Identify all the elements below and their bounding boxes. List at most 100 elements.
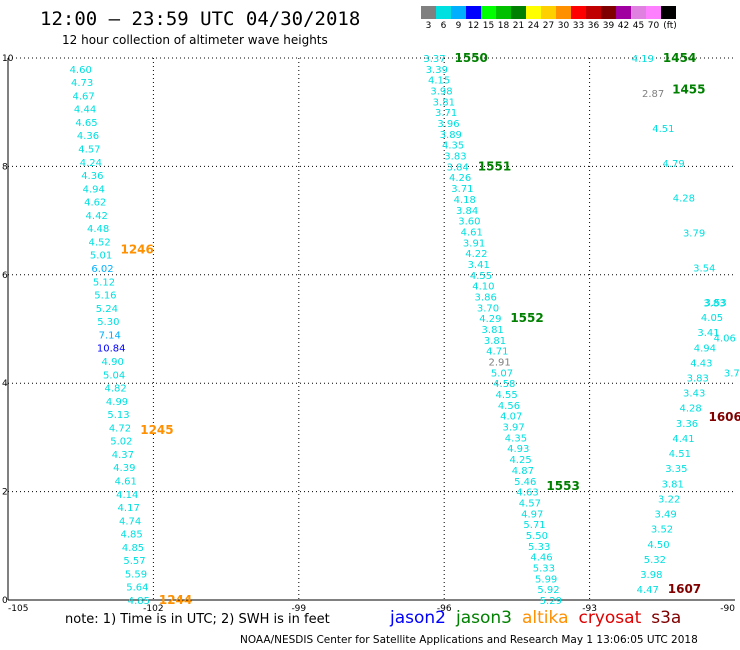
colorbar-tick-label: 18 [497,21,510,31]
colorbar-tick-label: 39 [602,21,615,31]
swh-value-label: 3.98 [430,87,452,98]
x-tick-label: -102 [143,604,163,614]
swh-value-label: 3.35 [665,464,687,475]
colorbar-tick-label: 3 [425,21,432,31]
pass-time-label: 1550 [455,51,488,65]
y-tick-label: 10 [2,54,14,64]
swh-value-label: 4.79 [662,159,684,170]
colorbar-tick-label: 45 [632,21,645,31]
colorbar-swatch [616,6,631,19]
x-tick-label: -90 [720,604,735,614]
colorbar-tick-label: 33 [572,21,585,31]
y-tick-label: 0 [2,596,8,606]
swh-value-label: 3.81 [484,336,506,347]
colorbar-swatch [466,6,481,19]
colorbar-swatch [481,6,496,19]
swh-value-label: 4.46 [530,553,552,564]
colorbar-tick-label: 15 [482,21,495,31]
swh-value-label: 3.96 [437,119,459,130]
satellite-legend-item: jason3 [456,608,512,628]
swh-value-label: 4.94 [694,343,716,354]
swh-value-label: 4.58 [493,379,515,390]
colorbar-swatch [571,6,586,19]
swh-value-label: 3.97 [502,423,524,434]
pass-time-label: 1454 [663,51,696,65]
swh-value-label: 5.46 [514,477,536,488]
swh-value-label: 4.19 [632,54,654,65]
swh-value-label: 3.81 [662,479,684,490]
swh-value-label: 3.75 [724,368,740,379]
swh-value-label: 3.53 [704,298,726,309]
swh-value-label: 7.14 [99,330,121,341]
swh-value-label: 3.60 [458,217,480,228]
swh-value-label: 5.92 [537,585,559,596]
swh-value-label: 4.24 [80,158,102,169]
y-tick-label: 8 [2,162,8,172]
swh-value-label: 4.05 [701,313,723,324]
swh-value-label: 2.87 [642,89,664,100]
swh-value-label: 4.94 [83,184,105,195]
swh-value-label: 3.79 [683,229,705,240]
swh-value-label: 5.01 [90,251,112,262]
swh-value-label: 3.81 [433,97,455,108]
swh-value-label: 4.39 [113,463,135,474]
swh-value-label: 4.41 [672,434,694,445]
satellite-legend-item: s3a [651,608,682,628]
swh-value-label: 3.52 [651,525,673,536]
satellite-legend-item: cryosat [578,608,642,628]
swh-value-label: 5.12 [93,277,115,288]
swh-value-label: 3.84 [447,162,469,173]
satellite-legend-item: altika [522,608,569,628]
swh-value-label: 4.61 [461,227,483,238]
swh-value-label: 4.52 [88,237,110,248]
swh-value-label: 4.57 [78,145,100,156]
y-tick-label: 2 [2,488,8,498]
swh-value-label: 4.67 [72,91,94,102]
swh-value-label: 3.43 [683,389,705,400]
satellite-legend: jason2 jason3 altika cryosat s3a [390,608,691,628]
pass-time-label: 1606 [708,410,740,424]
swh-value-label: 4.85 [128,596,150,607]
swh-value-label: 4.42 [86,211,108,222]
swh-value-label: 5.33 [533,563,555,574]
x-tick-label: -105 [8,604,28,614]
x-tick-label: -96 [437,604,452,614]
swh-value-label: 3.36 [676,419,698,430]
colorbar-swatch [496,6,511,19]
swh-value-label: 4.29 [479,314,501,325]
swh-value-label: 4.48 [87,224,109,235]
swh-value-label: 5.07 [491,368,513,379]
swh-value-label: 4.51 [669,449,691,460]
colorbar [421,6,676,19]
swh-value-label: 4.62 [84,198,106,209]
swh-value-label: 5.99 [535,574,557,585]
swh-value-label: 4.44 [74,105,96,116]
swh-value-label: 4.37 [112,450,134,461]
swh-value-label: 5.02 [110,437,132,448]
swh-value-label: 3.83 [703,299,725,310]
satellite-legend-item: jason2 [390,608,446,628]
colorbar-tick-label: 30 [557,21,570,31]
x-tick-label: -99 [291,604,306,614]
swh-value-label: 5.32 [644,555,666,566]
swh-value-label: 4.85 [122,543,144,554]
swh-value-label: 4.55 [470,271,492,282]
swh-value-label: 4.65 [75,118,97,129]
pass-time-label: 1244 [159,593,192,607]
swh-value-label: 5.29 [540,596,562,607]
swh-value-label: 4.60 [70,65,92,76]
y-tick-label: 4 [2,379,8,389]
colorbar-swatch [631,6,646,19]
swh-value-label: 4.73 [71,78,93,89]
colorbar-swatch [541,6,556,19]
colorbar-tick-label: 24 [527,21,540,31]
swh-value-label: 4.57 [519,498,541,509]
colorbar-swatch [421,6,436,19]
swh-value-label: 5.71 [523,520,545,531]
swh-value-label: 3.71 [451,184,473,195]
swh-value-label: 3.37 [423,54,445,65]
swh-value-label: 5.24 [96,304,118,315]
swh-value-label: 4.28 [673,194,695,205]
swh-value-label: 4.06 [714,333,736,344]
